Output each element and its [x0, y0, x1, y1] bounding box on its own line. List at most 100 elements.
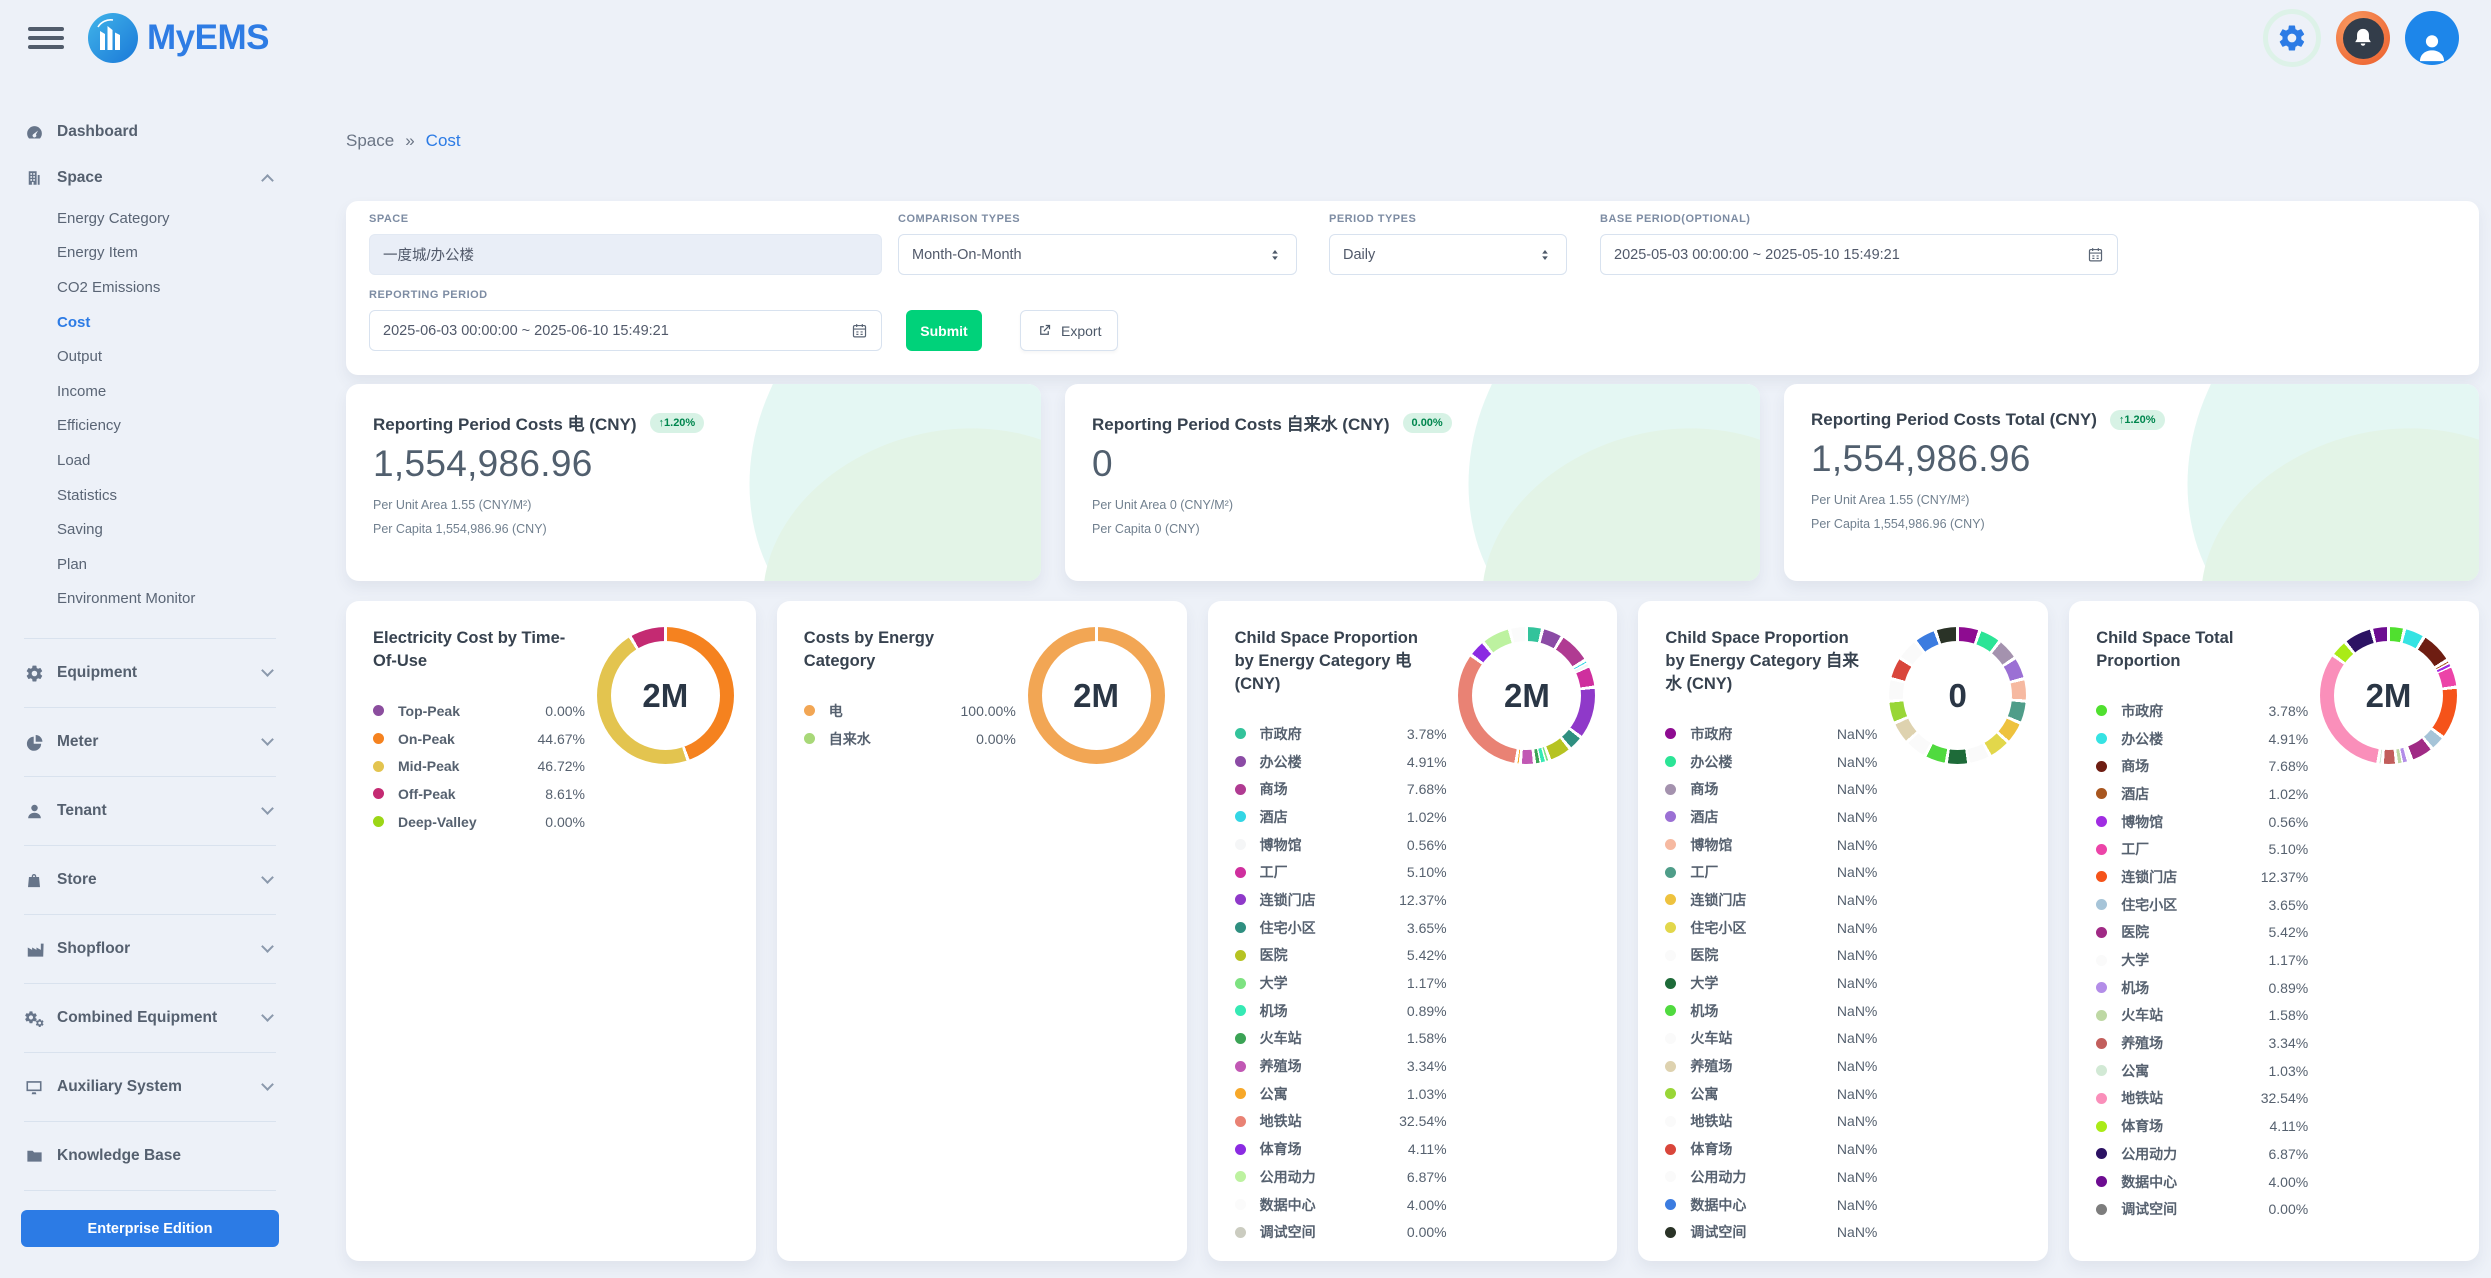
user-menu-button[interactable] — [2405, 11, 2459, 65]
legend-item[interactable]: 办公楼 4.91% — [1234, 748, 1447, 776]
sidebar-item-space[interactable]: Space — [0, 163, 300, 193]
legend-item[interactable]: 地铁站 NaN% — [1665, 1108, 1877, 1136]
space-input[interactable]: 一度城/办公楼 — [369, 234, 882, 275]
legend-item[interactable]: 住宅小区 NaN% — [1665, 914, 1877, 942]
legend-item[interactable]: 连锁门店 12.37% — [1234, 886, 1447, 914]
legend-item[interactable]: 数据中心 NaN% — [1665, 1191, 1877, 1219]
legend-item[interactable]: 工厂 5.10% — [1234, 858, 1447, 886]
sidebar-subitem-income[interactable]: Income — [57, 382, 107, 400]
sidebar-item-combined-equipment[interactable]: Combined Equipment — [0, 1003, 300, 1033]
sidebar-item-tenant[interactable]: Tenant — [0, 796, 300, 826]
legend-item[interactable]: 工厂 5.10% — [2096, 835, 2308, 863]
hamburger-menu-icon[interactable] — [28, 22, 64, 54]
sidebar-item-knowledge-base[interactable]: Knowledge Base — [0, 1141, 300, 1171]
legend-item[interactable]: 商场 NaN% — [1665, 775, 1877, 803]
legend-item[interactable]: Top-Peak 0.00% — [373, 697, 585, 725]
legend-item[interactable]: 电 100.00% — [803, 697, 1016, 725]
legend-item[interactable]: 博物馆 0.56% — [2096, 808, 2308, 836]
legend-item[interactable]: 机场 NaN% — [1665, 997, 1877, 1025]
sidebar-subitem-statistics[interactable]: Statistics — [57, 486, 118, 504]
sidebar-subitem-cost[interactable]: Cost — [57, 313, 91, 331]
sidebar-item-meter[interactable]: Meter — [0, 727, 300, 757]
legend-item[interactable]: 公用动力 6.87% — [2096, 1140, 2308, 1168]
legend-item[interactable]: 火车站 1.58% — [1234, 1025, 1447, 1053]
notifications-button[interactable] — [2336, 11, 2390, 65]
breadcrumb-item-cost[interactable]: Cost — [425, 131, 461, 150]
legend-item[interactable]: 养殖场 3.34% — [1234, 1052, 1447, 1080]
sidebar-item-equipment[interactable]: Equipment — [0, 658, 300, 688]
legend-item[interactable]: 酒店 1.02% — [1234, 803, 1447, 831]
base-period-input[interactable]: 2025-05-03 00:00:00 ~ 2025-05-10 15:49:2… — [1600, 234, 2118, 275]
period-types-select[interactable]: Daily — [1329, 234, 1567, 275]
legend-item[interactable]: 大学 NaN% — [1665, 969, 1877, 997]
legend-item[interactable]: 商场 7.68% — [1234, 775, 1447, 803]
sidebar-subitem-output[interactable]: Output — [57, 348, 103, 366]
legend-item[interactable]: 市政府 3.78% — [1234, 720, 1447, 748]
legend-item[interactable]: 连锁门店 12.37% — [2096, 863, 2308, 891]
legend-item[interactable]: 机场 0.89% — [1234, 997, 1447, 1025]
legend-item[interactable]: 住宅小区 3.65% — [1234, 914, 1447, 942]
legend-item[interactable]: 医院 5.42% — [2096, 919, 2308, 947]
legend-item[interactable]: 酒店 NaN% — [1665, 803, 1877, 831]
legend-item[interactable]: 数据中心 4.00% — [1234, 1191, 1447, 1219]
sidebar-subitem-environment-monitor[interactable]: Environment Monitor — [57, 590, 196, 608]
legend-item[interactable]: On-Peak 44.67% — [373, 725, 585, 753]
legend-item[interactable]: 调试空间 NaN% — [1665, 1218, 1877, 1246]
legend-item[interactable]: 体育场 NaN% — [1665, 1135, 1877, 1163]
legend-item[interactable]: Deep-Valley 0.00% — [373, 808, 585, 836]
breadcrumb-item-space[interactable]: Space — [346, 131, 395, 150]
reporting-period-input[interactable]: 2025-06-03 00:00:00 ~ 2025-06-10 15:49:2… — [369, 310, 882, 351]
legend-item[interactable]: 工厂 NaN% — [1665, 858, 1877, 886]
legend-item[interactable]: 市政府 NaN% — [1665, 720, 1877, 748]
enterprise-edition-button[interactable]: Enterprise Edition — [21, 1210, 279, 1248]
legend-item[interactable]: 体育场 4.11% — [1234, 1135, 1447, 1163]
legend-item[interactable]: 办公楼 NaN% — [1665, 748, 1877, 776]
submit-button[interactable]: Submit — [906, 310, 982, 351]
sidebar-subitem-co2-emissions[interactable]: CO2 Emissions — [57, 278, 161, 296]
sidebar-subitem-saving[interactable]: Saving — [57, 521, 103, 539]
legend-item[interactable]: 火车站 1.58% — [2096, 1002, 2308, 1030]
legend-item[interactable]: 市政府 3.78% — [2096, 697, 2308, 725]
legend-item[interactable]: 养殖场 NaN% — [1665, 1052, 1877, 1080]
legend-item[interactable]: Mid-Peak 46.72% — [373, 752, 585, 780]
legend-item[interactable]: 住宅小区 3.65% — [2096, 891, 2308, 919]
legend-item[interactable]: 地铁站 32.54% — [1234, 1108, 1447, 1136]
comparison-types-select[interactable]: Month-On-Month — [898, 234, 1297, 275]
legend-item[interactable]: 连锁门店 NaN% — [1665, 886, 1877, 914]
legend-item[interactable]: 数据中心 4.00% — [2096, 1168, 2308, 1196]
legend-item[interactable]: 大学 1.17% — [2096, 946, 2308, 974]
legend-item[interactable]: 博物馆 NaN% — [1665, 831, 1877, 859]
legend-item[interactable]: 养殖场 3.34% — [2096, 1029, 2308, 1057]
legend-item[interactable]: 公用动力 6.87% — [1234, 1163, 1447, 1191]
legend-item[interactable]: Off-Peak 8.61% — [373, 780, 585, 808]
legend-item[interactable]: 公用动力 NaN% — [1665, 1163, 1877, 1191]
export-button[interactable]: Export — [1020, 310, 1119, 351]
sidebar-item-dashboard[interactable]: Dashboard — [0, 117, 300, 147]
legend-item[interactable]: 公寓 NaN% — [1665, 1080, 1877, 1108]
legend-item[interactable]: 调试空间 0.00% — [1234, 1218, 1447, 1246]
sidebar-subitem-plan[interactable]: Plan — [57, 555, 88, 573]
legend-item[interactable]: 酒店 1.02% — [2096, 780, 2308, 808]
legend-item[interactable]: 医院 NaN% — [1665, 942, 1877, 970]
sidebar-subitem-load[interactable]: Load — [57, 451, 91, 469]
legend-item[interactable]: 公寓 1.03% — [1234, 1080, 1447, 1108]
sidebar-subitem-energy-item[interactable]: Energy Item — [57, 244, 138, 262]
legend-item[interactable]: 体育场 4.11% — [2096, 1112, 2308, 1140]
legend-item[interactable]: 火车站 NaN% — [1665, 1025, 1877, 1053]
settings-button[interactable] — [2263, 9, 2321, 67]
sidebar-item-shopfloor[interactable]: Shopfloor — [0, 934, 300, 964]
app-logo[interactable]: MyEMS — [88, 13, 269, 63]
sidebar-subitem-efficiency[interactable]: Efficiency — [57, 417, 121, 435]
legend-item[interactable]: 地铁站 32.54% — [2096, 1085, 2308, 1113]
legend-item[interactable]: 办公楼 4.91% — [2096, 725, 2308, 753]
legend-item[interactable]: 博物馆 0.56% — [1234, 831, 1447, 859]
sidebar-subitem-energy-category[interactable]: Energy Category — [57, 209, 170, 227]
legend-item[interactable]: 商场 7.68% — [2096, 752, 2308, 780]
legend-item[interactable]: 公寓 1.03% — [2096, 1057, 2308, 1085]
legend-item[interactable]: 自来水 0.00% — [803, 725, 1016, 753]
legend-item[interactable]: 调试空间 0.00% — [2096, 1195, 2308, 1223]
legend-item[interactable]: 机场 0.89% — [2096, 974, 2308, 1002]
legend-item[interactable]: 大学 1.17% — [1234, 969, 1447, 997]
legend-item[interactable]: 医院 5.42% — [1234, 942, 1447, 970]
sidebar-item-store[interactable]: Store — [0, 865, 300, 895]
